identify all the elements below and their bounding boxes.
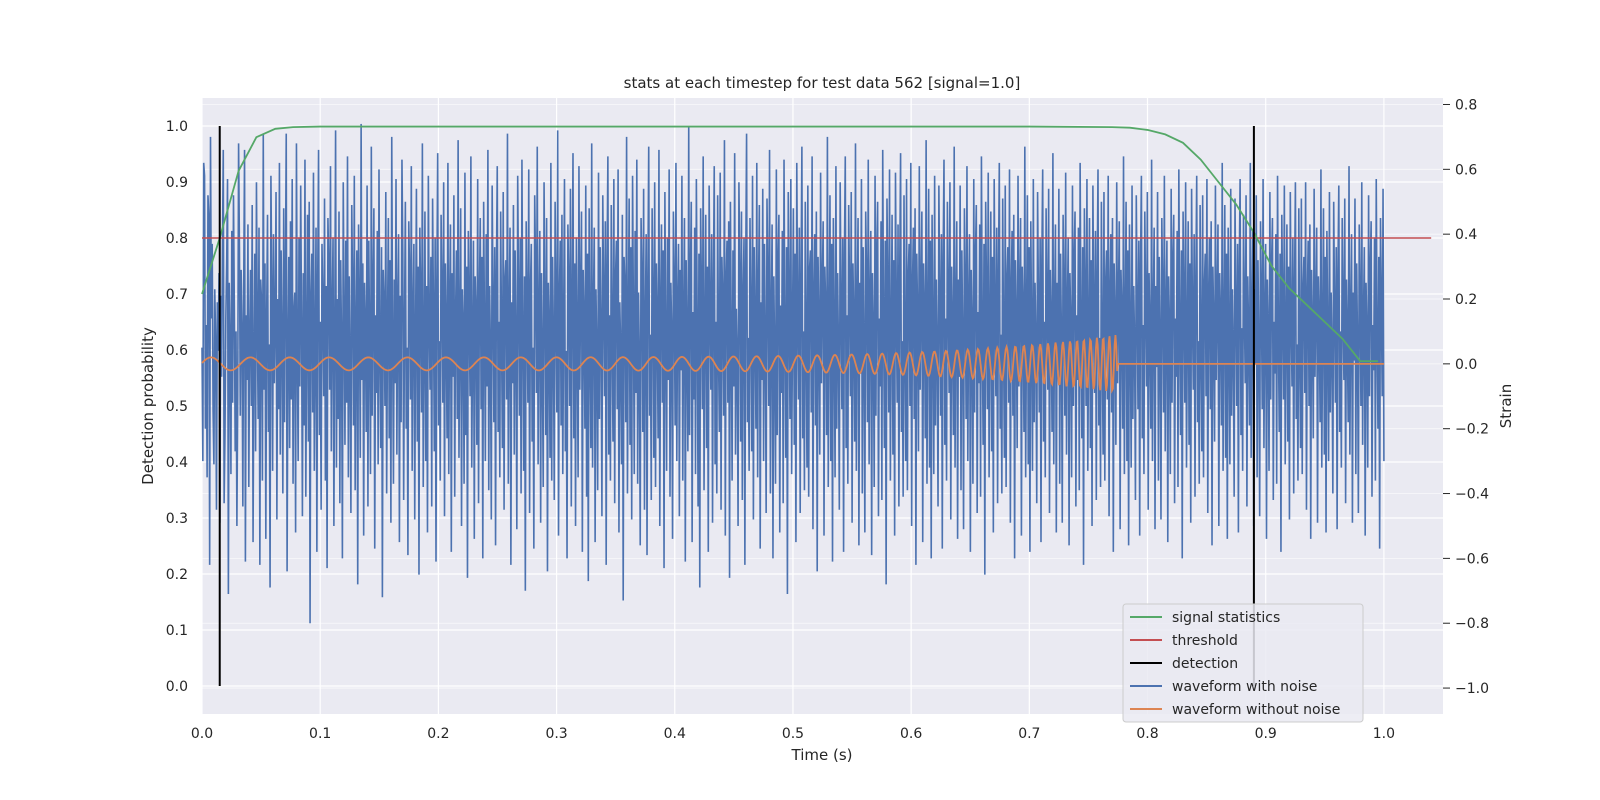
legend-box	[1122, 603, 1364, 723]
y-tick-label: 0.4	[166, 455, 188, 471]
y2-axis-label: Strain	[1497, 384, 1515, 428]
legend-item-detection: detection	[1130, 656, 1238, 672]
y2-tick-label: 0.8	[1455, 97, 1477, 113]
y-axis-label: Detection probability	[139, 327, 157, 485]
legend-item-waveform-with-noise: waveform with noise	[1130, 679, 1317, 695]
y2-tick-label: 0.4	[1455, 227, 1477, 243]
y2-tick-label: 0.6	[1455, 162, 1477, 178]
y2-tick-label: 0.0	[1455, 357, 1477, 373]
y-tick-label: 0.2	[166, 567, 188, 583]
x-tick-label: 0.0	[191, 726, 213, 742]
legend-label-waveform-with-noise: waveform with noise	[1172, 679, 1317, 695]
x-tick-label: 0.9	[1255, 726, 1277, 742]
legend-label-waveform-without-noise: waveform without noise	[1172, 702, 1340, 718]
right-axis-ticks: −1.0 −0.8 −0.6 −0.4 −0.2 0.0 0.2 0.4 0.6 0.8	[1443, 97, 1489, 697]
y2-tick-label: −0.8	[1455, 616, 1489, 632]
x-tick-label: 0.4	[664, 726, 686, 742]
y-tick-label: 0.6	[166, 343, 188, 359]
legend-item-threshold: threshold	[1130, 633, 1238, 649]
x-axis-label: Time (s)	[791, 746, 853, 764]
x-axis-ticks: 0.0 0.1 0.2 0.3 0.4 0.5 0.6 0.7 0.8 0.9 1.0	[191, 726, 1395, 742]
series-waveform-without-noise	[201, 334, 1384, 394]
series-waveform-with-noise	[201, 123, 1385, 624]
y2-tick-label: −0.2	[1455, 422, 1489, 438]
x-tick-label: 0.5	[782, 726, 804, 742]
x-tick-label: 0.3	[545, 726, 567, 742]
y-tick-label: 0.7	[166, 287, 188, 303]
y-tick-label: 1.0	[166, 119, 188, 135]
chart-title: stats at each timestep for test data 562…	[624, 74, 1021, 92]
y-tick-label: 0.5	[166, 399, 188, 415]
series-layer	[201, 123, 1432, 686]
y2-tick-label: 0.2	[1455, 292, 1477, 308]
y-tick-label: 0.3	[166, 511, 188, 527]
y2-tick-label: −1.0	[1455, 681, 1489, 697]
legend-label-detection: detection	[1172, 656, 1238, 672]
y2-tick-label: −0.6	[1455, 551, 1489, 567]
legend-label-threshold: threshold	[1172, 633, 1238, 649]
x-tick-label: 1.0	[1373, 726, 1395, 742]
series-signal-statistics	[201, 125, 1378, 363]
x-tick-label: 0.2	[427, 726, 449, 742]
legend: signal statistics threshold detection wa…	[1122, 603, 1364, 723]
x-tick-label: 0.1	[309, 726, 331, 742]
y2-tick-label: −0.4	[1455, 487, 1489, 503]
legend-item-waveform-without-noise: waveform without noise	[1130, 702, 1340, 718]
y-tick-label: 0.9	[166, 175, 188, 191]
x-tick-label: 0.7	[1018, 726, 1040, 742]
legend-item-signal-statistics: signal statistics	[1130, 610, 1280, 626]
y-tick-label: 0.0	[166, 679, 188, 695]
x-tick-label: 0.6	[900, 726, 922, 742]
y-tick-label: 0.1	[166, 623, 188, 639]
x-tick-label: 0.8	[1136, 726, 1158, 742]
y-tick-label: 0.8	[166, 231, 188, 247]
legend-label-signal-statistics: signal statistics	[1172, 610, 1280, 626]
left-axis-ticks: 0.0 0.1 0.2 0.3 0.4 0.5 0.6 0.7 0.8 0.9 1.0	[166, 119, 188, 695]
